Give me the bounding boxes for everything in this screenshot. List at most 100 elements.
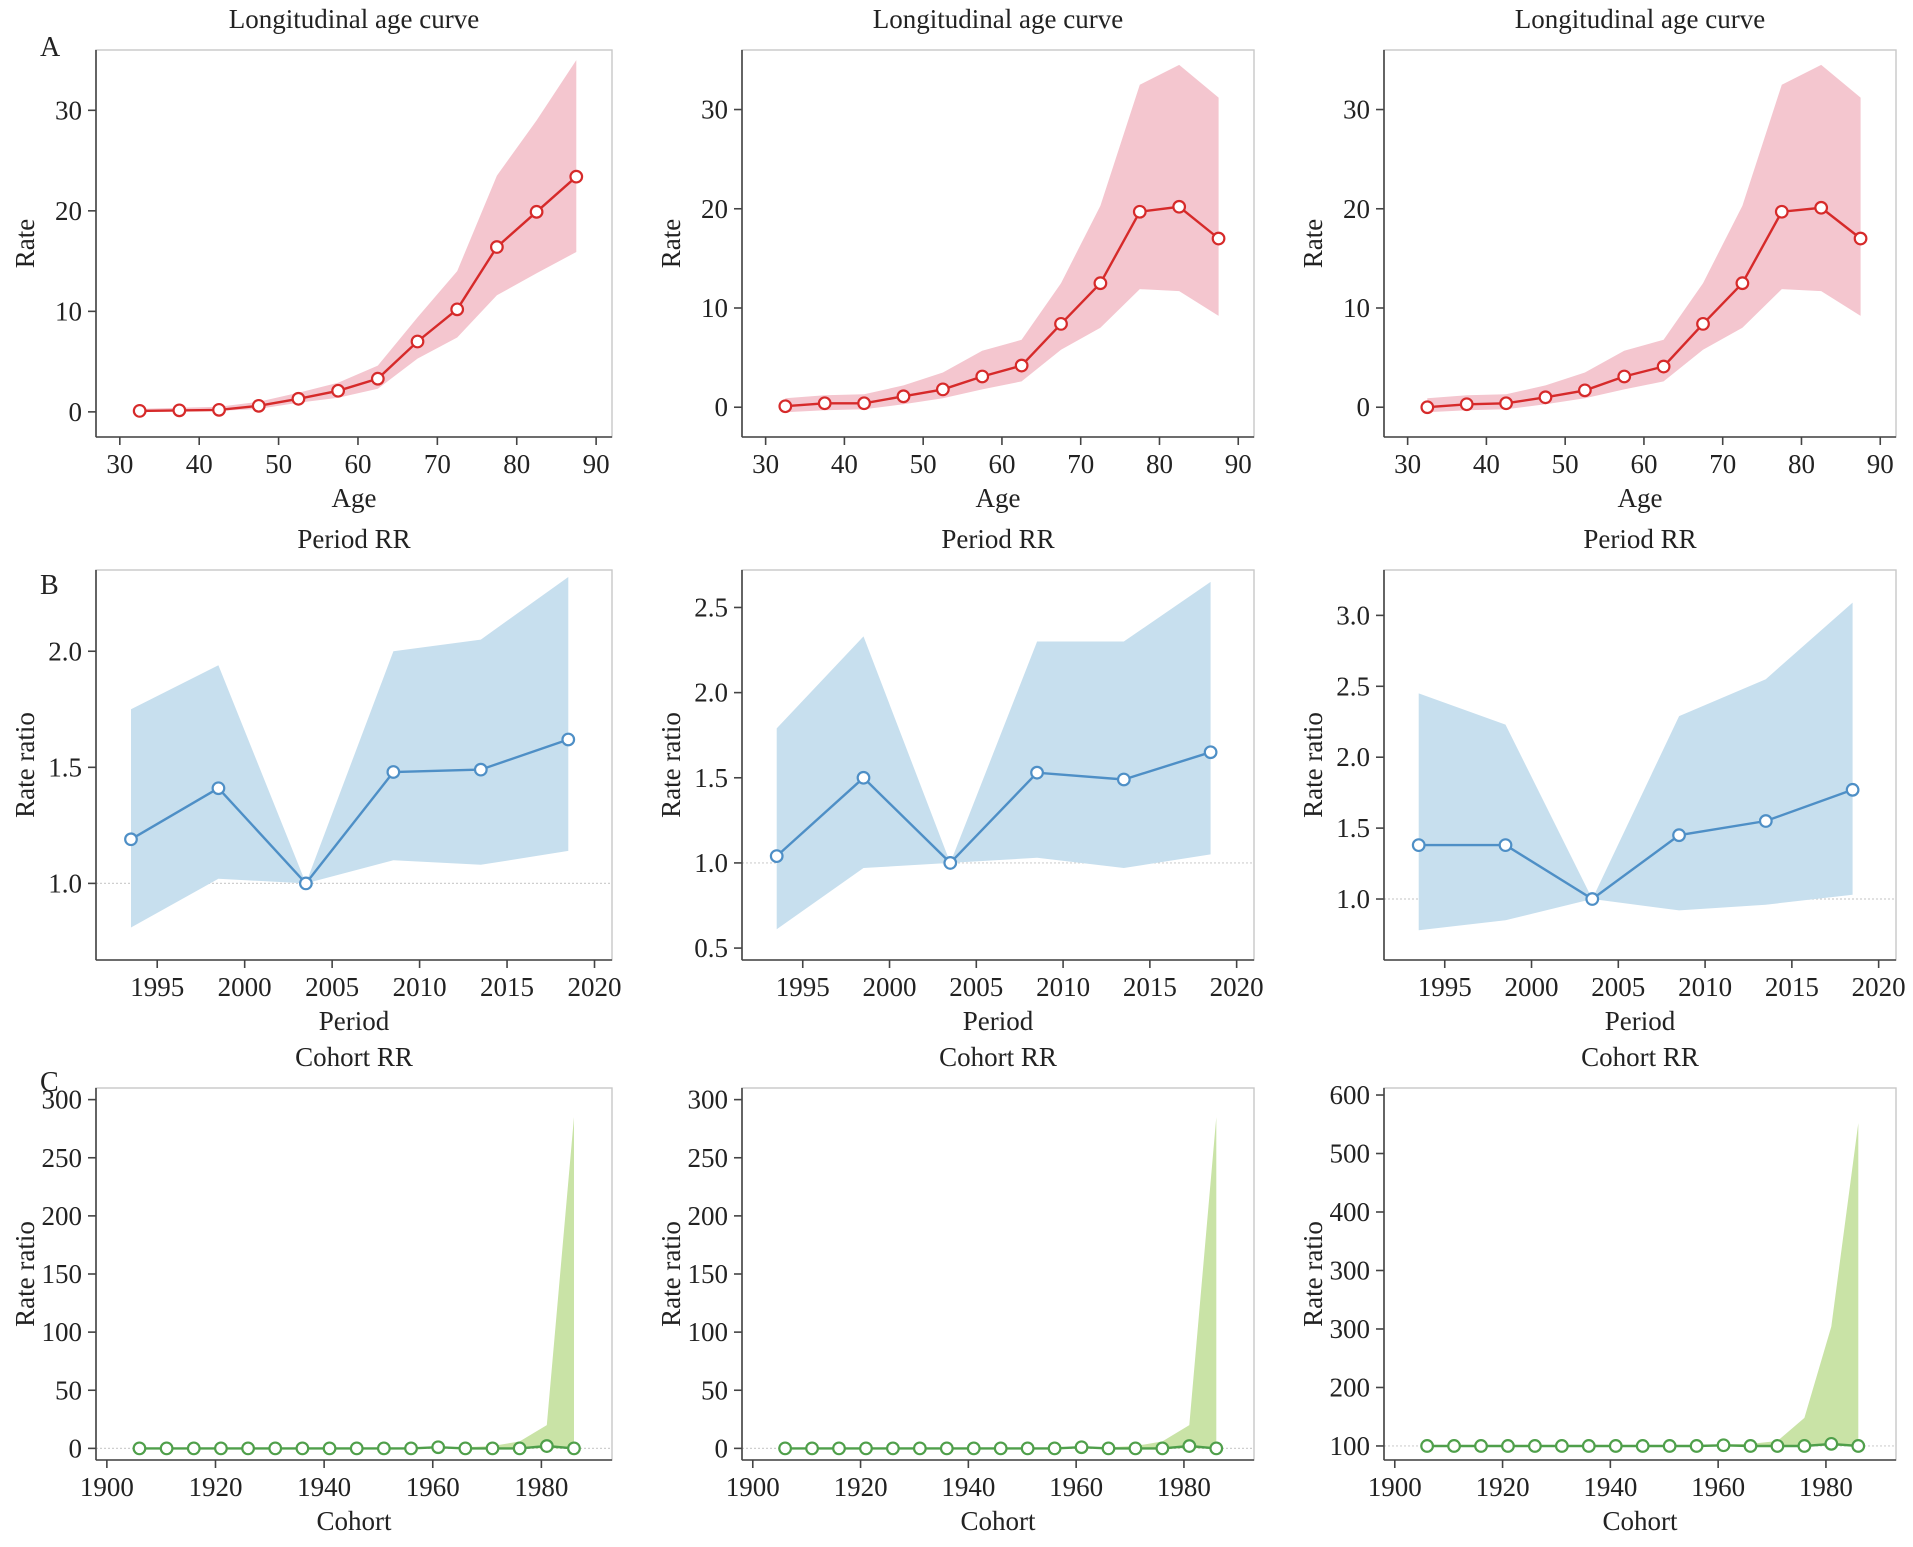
- data-point: [241, 1441, 255, 1456]
- panel-a1: 30 40 50 60 70 80 90 0 10 20 30 Longitudinal age cu…: [10, 4, 613, 513]
- data-point: [856, 770, 871, 785]
- x-tick-label: 2015: [1765, 972, 1819, 1002]
- data-point: [251, 398, 266, 413]
- data-point: [1608, 1439, 1623, 1453]
- data-point: [912, 1441, 927, 1456]
- x-tick-label: 50: [1552, 449, 1579, 479]
- x-tick-label: 2005: [305, 972, 359, 1002]
- data-point: [896, 389, 911, 404]
- x-tick-label: 40: [831, 449, 858, 479]
- series-line: [775, 751, 1211, 865]
- y-tick-label: 30: [701, 95, 728, 125]
- data-point: [376, 1441, 391, 1456]
- data-point: [1101, 1441, 1116, 1456]
- confidence-band: [1418, 602, 1853, 931]
- y-axis-label: Rate ratio: [10, 1221, 40, 1327]
- data-point: [1474, 1439, 1488, 1453]
- x-tick-label: 2020: [1852, 972, 1906, 1002]
- series-line: [130, 738, 569, 886]
- confidence-band: [139, 60, 577, 412]
- x-tick-label: 90: [1225, 449, 1252, 479]
- y-tick-label: 1.5: [694, 763, 728, 793]
- data-point: [993, 1441, 1008, 1456]
- y-tick-label: 300: [688, 1085, 729, 1115]
- x-tick-label: 2015: [480, 972, 534, 1002]
- data-point: [1689, 1439, 1704, 1453]
- data-point: [473, 762, 488, 777]
- data-point: [817, 396, 832, 411]
- y-tick-label: 50: [701, 1375, 728, 1405]
- data-point: [1211, 231, 1226, 246]
- x-tick-label: 1940: [297, 1472, 351, 1502]
- y-tick-label: 250: [42, 1143, 83, 1173]
- y-tick-label: 100: [42, 1317, 83, 1347]
- confidence-band: [1427, 64, 1861, 413]
- x-tick-label: 50: [910, 449, 937, 479]
- data-point: [404, 1441, 418, 1456]
- data-point: [1030, 765, 1044, 780]
- data-point: [939, 1441, 954, 1456]
- data-point: [1585, 892, 1600, 906]
- chart-title: Period RR: [297, 524, 410, 554]
- y-tick-label: 1.5: [48, 752, 82, 782]
- x-tick-label: 30: [1394, 449, 1421, 479]
- panel-c2: 1900 1920 1940 1960 1980 0 50 100 150 200 250 300 Co…: [656, 1042, 1255, 1536]
- data-point: [172, 403, 187, 418]
- x-tick-label: 2010: [1036, 972, 1090, 1002]
- data-point: [569, 169, 584, 184]
- x-tick-label: 2005: [949, 972, 1003, 1002]
- y-tick-label: 20: [55, 196, 82, 226]
- y-tick-label: 1.5: [1336, 813, 1370, 843]
- plot-frame: [741, 1087, 1255, 1461]
- plot-frame: [95, 1087, 613, 1461]
- x-tick-label: 1980: [514, 1472, 568, 1502]
- data-point: [489, 240, 504, 254]
- chart-title: Longitudinal age curve: [1515, 4, 1765, 34]
- x-axis-label: Cohort: [960, 1506, 1036, 1536]
- data-point: [458, 1441, 473, 1456]
- y-tick-label: 2.0: [48, 636, 82, 666]
- data-point: [1093, 276, 1108, 291]
- data-point: [298, 876, 313, 891]
- y-axis-label: Rate ratio: [10, 712, 40, 818]
- x-tick-label: 1920: [834, 1472, 888, 1502]
- y-tick-label: 600: [1330, 1080, 1371, 1110]
- series-line: [1418, 788, 1854, 901]
- data-point: [1824, 1436, 1839, 1451]
- data-point: [1743, 1439, 1758, 1453]
- data-point: [212, 402, 226, 417]
- x-tick-label: 1960: [1691, 1472, 1745, 1502]
- data-point: [832, 1441, 846, 1456]
- x-tick-label: 1960: [1049, 1472, 1103, 1502]
- y-tick-label: 1.0: [694, 848, 728, 878]
- x-axis-label: Period: [1605, 1006, 1676, 1036]
- x-tick-label: 70: [424, 449, 451, 479]
- y-tick-label: 500: [1330, 1139, 1371, 1169]
- data-point: [485, 1441, 500, 1456]
- data-point: [1203, 745, 1218, 760]
- y-tick-label-extra: 300: [1330, 1314, 1371, 1344]
- y-axis-label: Rate ratio: [1298, 712, 1328, 818]
- data-point: [778, 399, 793, 414]
- y-tick-label: 10: [701, 293, 728, 323]
- x-tick-label: 80: [503, 449, 530, 479]
- data-point: [1172, 199, 1187, 214]
- data-point: [935, 382, 950, 397]
- x-axis-label: Cohort: [316, 1506, 392, 1536]
- data-point: [1447, 1439, 1461, 1453]
- data-point: [1770, 1439, 1785, 1453]
- data-point: [1132, 204, 1147, 219]
- data-point: [1054, 316, 1068, 331]
- data-point: [331, 383, 346, 398]
- data-point: [1501, 1439, 1515, 1453]
- chart-title: Period RR: [1583, 524, 1696, 554]
- x-tick-label: 50: [265, 449, 292, 479]
- y-tick-label: 0: [715, 1433, 729, 1463]
- x-axis-label: Age: [332, 483, 377, 513]
- data-point: [349, 1441, 364, 1456]
- y-tick-label: 200: [1330, 1372, 1371, 1402]
- data-point: [1617, 369, 1632, 384]
- y-tick-label: 200: [688, 1201, 729, 1231]
- x-axis-label: Age: [976, 483, 1021, 513]
- y-tick-label: 250: [688, 1143, 729, 1173]
